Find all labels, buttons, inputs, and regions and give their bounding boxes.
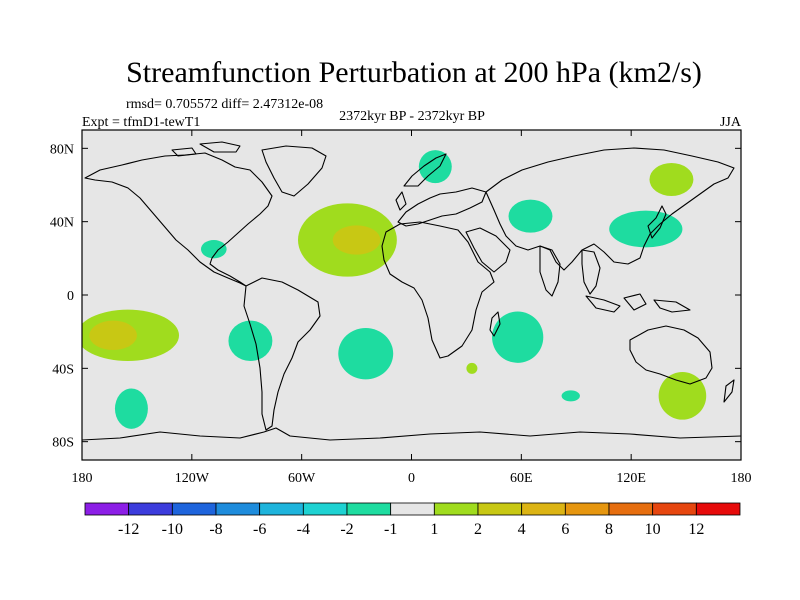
colorbar-swatch-14 — [695, 502, 741, 516]
x-tick-label: 120E — [616, 471, 646, 486]
colorbar-swatch-3 — [215, 502, 261, 516]
colorbar-label: -12 — [118, 521, 139, 538]
expt-label: Expt = tfmD1-tewT1 — [82, 115, 200, 130]
period-label: 2372kyr BP - 2372kyr BP — [339, 109, 485, 124]
colorbar-swatch-13 — [652, 502, 697, 516]
season-label: JJA — [720, 115, 742, 130]
map-axes: 180 120W 60W 0 60E 120E 180 80N 40N 0 40S 80S — [50, 130, 752, 486]
contour-region-14 — [561, 390, 580, 402]
x-tick-label: 60E — [510, 471, 533, 486]
x-tick-label: 0 — [408, 471, 415, 486]
colorbar-swatch-12 — [608, 502, 654, 516]
x-tick-label: 60W — [288, 471, 316, 486]
contour-region-13 — [114, 388, 148, 429]
stats-label: rmsd= 0.705572 diff= 2.47312e-08 — [126, 97, 323, 112]
colorbar-swatch-0 — [84, 502, 130, 516]
colorbar-label: -8 — [209, 521, 222, 538]
chart-title: Streamfunction Perturbation at 200 hPa (… — [126, 56, 702, 89]
contour-region-1 — [200, 240, 227, 259]
contour-region-3 — [332, 225, 381, 255]
colorbar-label: -6 — [253, 521, 266, 538]
x-tick-label: 180 — [731, 471, 752, 486]
colorbar-swatch-11 — [564, 502, 610, 516]
contour-region-12 — [466, 362, 478, 374]
colorbar-label: -2 — [340, 521, 353, 538]
colorbar-label: -10 — [162, 521, 183, 538]
colorbar-label: 12 — [688, 521, 704, 538]
colorbar-swatch-7 — [390, 502, 435, 516]
x-tick-label: 120W — [175, 471, 210, 486]
contour-region-5 — [649, 163, 694, 196]
y-tick-label: 80S — [52, 436, 74, 451]
contour-region-15 — [658, 372, 707, 420]
contour-region-10 — [338, 328, 394, 380]
colorbar-label: 2 — [474, 521, 482, 538]
y-tick-label: 80N — [50, 142, 74, 157]
colorbar-swatch-9 — [477, 502, 523, 516]
colorbar-label: -1 — [384, 521, 397, 538]
y-tick-label: 40S — [52, 362, 74, 377]
coastlines — [82, 141, 741, 441]
colorbar-swatch-1 — [128, 502, 173, 516]
colorbar: -12 -10 -8 -6 -4 -2 -1 1 2 4 6 8 10 12 — [84, 502, 741, 538]
colorbar-swatch-10 — [521, 502, 566, 516]
contour-region-9 — [228, 320, 273, 362]
colorbar-swatch-5 — [302, 502, 348, 516]
colorbar-label: 10 — [645, 521, 661, 538]
contour-regions — [82, 150, 707, 429]
colorbar-swatch-2 — [171, 502, 217, 516]
contour-region-4 — [508, 199, 553, 233]
contour-region-6 — [609, 210, 683, 248]
colorbar-swatch-6 — [346, 502, 392, 516]
colorbar-label: -4 — [297, 521, 310, 538]
contour-region-11 — [492, 311, 544, 363]
map-background — [82, 130, 741, 460]
y-tick-label: 40N — [50, 216, 74, 231]
colorbar-label: 6 — [561, 521, 569, 538]
colorbar-label: 4 — [518, 521, 526, 538]
x-tick-label: 180 — [72, 471, 93, 486]
y-tick-label: 0 — [67, 289, 74, 304]
colorbar-swatch-4 — [259, 502, 304, 516]
colorbar-swatch-8 — [433, 502, 479, 516]
colorbar-label: 8 — [605, 521, 613, 538]
colorbar-label: 1 — [430, 521, 438, 538]
contour-region-8 — [89, 320, 137, 351]
